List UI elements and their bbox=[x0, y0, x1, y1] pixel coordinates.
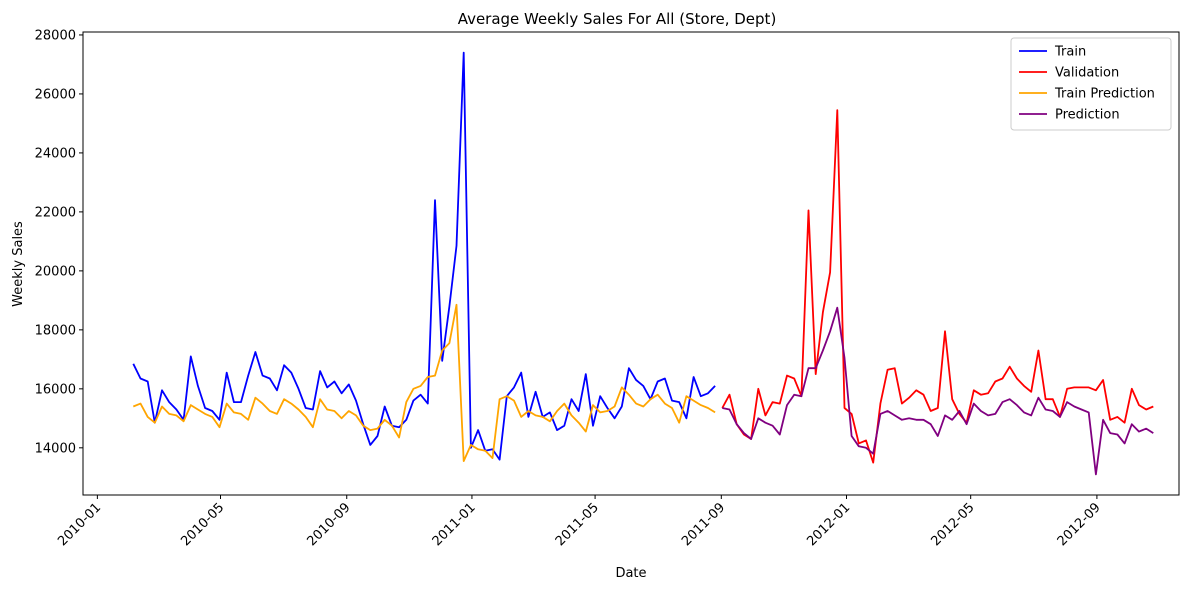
legend: Train Validation Train Prediction Predictio… bbox=[1010, 37, 1172, 131]
series-line-prediction bbox=[722, 306, 1154, 476]
legend-box bbox=[1010, 37, 1172, 131]
series-line-train-prediction bbox=[132, 303, 716, 463]
y-tick-label: 22000 bbox=[35, 205, 76, 220]
chart-title: Average Weekly Sales For All (Store, Dep… bbox=[458, 10, 777, 28]
y-tick-label: 28000 bbox=[35, 28, 76, 43]
plot-area bbox=[132, 51, 1154, 476]
series-line-validation bbox=[721, 109, 1154, 464]
y-axis-label: Weekly Sales bbox=[11, 221, 26, 307]
legend-label: Train Prediction bbox=[1054, 87, 1155, 102]
y-axis: 14000 16000 18000 20000 22000 24000 26000 28000 bbox=[35, 28, 83, 456]
y-tick-label: 24000 bbox=[35, 146, 76, 161]
legend-label: Prediction bbox=[1055, 108, 1120, 123]
x-axis-label: Date bbox=[615, 566, 646, 581]
plot-frame bbox=[82, 31, 1180, 496]
legend-label: Validation bbox=[1055, 66, 1119, 81]
y-tick-label: 26000 bbox=[35, 87, 76, 102]
y-tick-label: 16000 bbox=[35, 382, 76, 397]
y-tick-label: 20000 bbox=[35, 264, 76, 279]
series-line-train bbox=[132, 51, 716, 461]
y-tick-label: 18000 bbox=[35, 323, 76, 338]
y-tick-label: 14000 bbox=[35, 441, 76, 456]
legend-label: Train bbox=[1054, 45, 1086, 60]
